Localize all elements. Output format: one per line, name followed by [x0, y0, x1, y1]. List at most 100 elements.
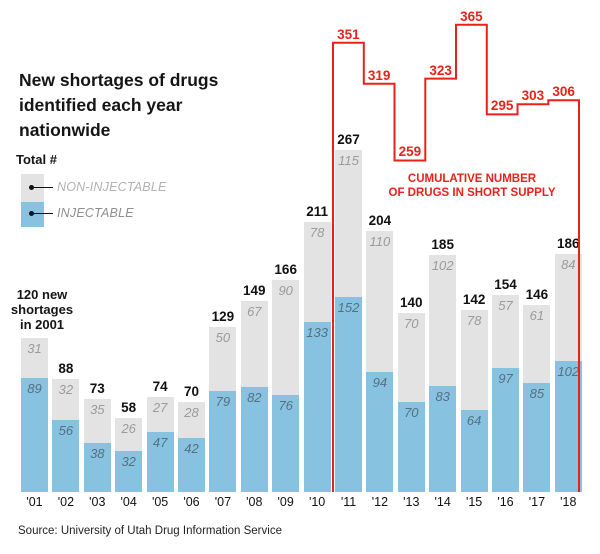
- injectable-segment: [146, 431, 174, 492]
- non-injectable-value-label: 27: [152, 400, 168, 416]
- cumulative-value-label: 306: [552, 84, 575, 100]
- total-value-label: 74: [152, 379, 168, 395]
- non-injectable-value-label: 70: [404, 315, 419, 331]
- non-injectable-segment: [146, 397, 174, 432]
- injectable-value-label: 76: [278, 397, 293, 413]
- injectable-value-label: 32: [121, 454, 136, 470]
- injectable-segment: [335, 297, 362, 492]
- legend-injectable-label: INJECTABLE: [57, 206, 134, 220]
- injectable-segment: [272, 394, 300, 492]
- injectable-value-label: 47: [152, 434, 168, 450]
- cumulative-value-label: 365: [460, 8, 483, 24]
- x-axis-year-label: '10: [308, 495, 326, 509]
- non-injectable-segment: [52, 379, 80, 421]
- cumulative-value-label: 259: [398, 144, 422, 160]
- total-value-label: 211: [306, 203, 328, 219]
- non-injectable-value-label: 115: [338, 153, 359, 169]
- non-injectable-segment: [21, 338, 48, 379]
- legend-dot-icon: [29, 185, 34, 190]
- annotation-cumulative: CUMULATIVE NUMBER OF DRUGS IN SHORT SUPP…: [388, 173, 556, 199]
- legend-non-injectable-label: NON-INJECTABLE: [57, 180, 167, 194]
- total-value-label: 73: [89, 380, 105, 396]
- injectable-value-label: 94: [372, 374, 388, 390]
- total-value-label: 204: [368, 212, 392, 228]
- injectable-value-label: 83: [435, 388, 450, 404]
- non-injectable-segment: [178, 402, 205, 439]
- injectable-value-label: 79: [215, 393, 231, 409]
- injectable-value-label: 89: [27, 381, 42, 397]
- total-value-label: 70: [183, 384, 200, 400]
- x-axis-year-label: '12: [371, 495, 389, 509]
- x-axis-year-label: '07: [214, 495, 232, 509]
- non-injectable-segment: [240, 301, 268, 388]
- injectable-segment: [492, 367, 519, 492]
- injectable-segment: [52, 420, 80, 492]
- total-value-label: 88: [58, 361, 74, 377]
- injectable-segment: [83, 443, 111, 492]
- injectable-value-label: 82: [247, 390, 262, 406]
- injectable-value-label: 152: [337, 300, 360, 316]
- non-injectable-segment: [209, 326, 237, 391]
- non-injectable-segment: [272, 279, 300, 395]
- non-injectable-segment: [429, 255, 457, 386]
- injectable-value-label: 64: [466, 413, 482, 429]
- cumulative-value-label: 319: [367, 67, 391, 83]
- total-value-label: 166: [274, 261, 297, 277]
- legend-total-label: Total #: [16, 152, 57, 167]
- non-injectable-value-label: 78: [309, 224, 325, 240]
- injectable-segment: [209, 390, 237, 492]
- total-value-label: 186: [557, 235, 580, 251]
- x-axis-year-label: '16: [497, 495, 514, 509]
- injectable-value-label: 38: [90, 446, 105, 462]
- x-axis-year-label: '14: [434, 495, 451, 509]
- x-axis-year-label: '08: [246, 495, 263, 509]
- injectable-value-label: 70: [404, 405, 419, 421]
- injectable-segment: [21, 378, 48, 492]
- x-axis-year-label: '15: [465, 495, 483, 509]
- total-value-label: 58: [121, 399, 137, 415]
- injectable-segment: [554, 361, 582, 492]
- non-injectable-value-label: 61: [529, 308, 545, 324]
- non-injectable-value-label: 35: [90, 401, 105, 417]
- injectable-value-label: 56: [58, 423, 74, 439]
- non-injectable-segment: [83, 398, 111, 444]
- injectable-segment: [366, 371, 394, 492]
- x-axis-year-label: '11: [340, 495, 357, 509]
- non-injectable-value-label: 26: [121, 420, 136, 436]
- source-credit: Source: University of Utah Drug Informat…: [18, 525, 282, 537]
- non-injectable-value-label: 50: [215, 329, 231, 345]
- x-axis-year-label: '05: [151, 495, 169, 509]
- cumulative-value-label: 295: [490, 98, 514, 114]
- total-value-label: 149: [243, 283, 266, 299]
- non-injectable-value-label: 110: [369, 233, 391, 249]
- non-injectable-value-label: 31: [27, 341, 42, 357]
- x-axis-year-label: '18: [560, 495, 577, 509]
- injectable-segment: [115, 451, 143, 492]
- injectable-segment: [240, 387, 268, 492]
- injectable-value-label: 133: [306, 324, 328, 340]
- cumulative-value-label: 351: [337, 26, 360, 42]
- non-injectable-segment: [335, 150, 362, 298]
- legend-connector-line: [33, 213, 53, 214]
- x-axis-year-label: '02: [57, 495, 75, 509]
- injectable-value-label: 97: [498, 370, 513, 386]
- injectable-segment: [303, 321, 331, 492]
- x-axis-year-label: '06: [183, 495, 200, 509]
- total-value-label: 140: [400, 294, 423, 310]
- legend-connector-line: [33, 187, 53, 188]
- injectable-value-label: 102: [557, 364, 580, 380]
- total-value-label: 146: [525, 287, 549, 303]
- non-injectable-value-label: 90: [278, 282, 293, 298]
- x-axis-year-label: '09: [277, 495, 294, 509]
- x-axis-year-label: '17: [528, 495, 546, 509]
- non-injectable-segment: [366, 230, 394, 372]
- non-injectable-segment: [115, 417, 143, 452]
- non-injectable-value-label: 102: [431, 258, 454, 274]
- total-value-label: 185: [431, 237, 454, 253]
- legend-dot-icon: [29, 211, 34, 216]
- total-value-label: 267: [337, 132, 360, 148]
- x-axis-year-label: '03: [89, 495, 106, 509]
- x-axis-year-label: '13: [403, 495, 420, 509]
- injectable-value-label: 85: [529, 386, 545, 402]
- cumulative-value-label: 303: [521, 88, 545, 104]
